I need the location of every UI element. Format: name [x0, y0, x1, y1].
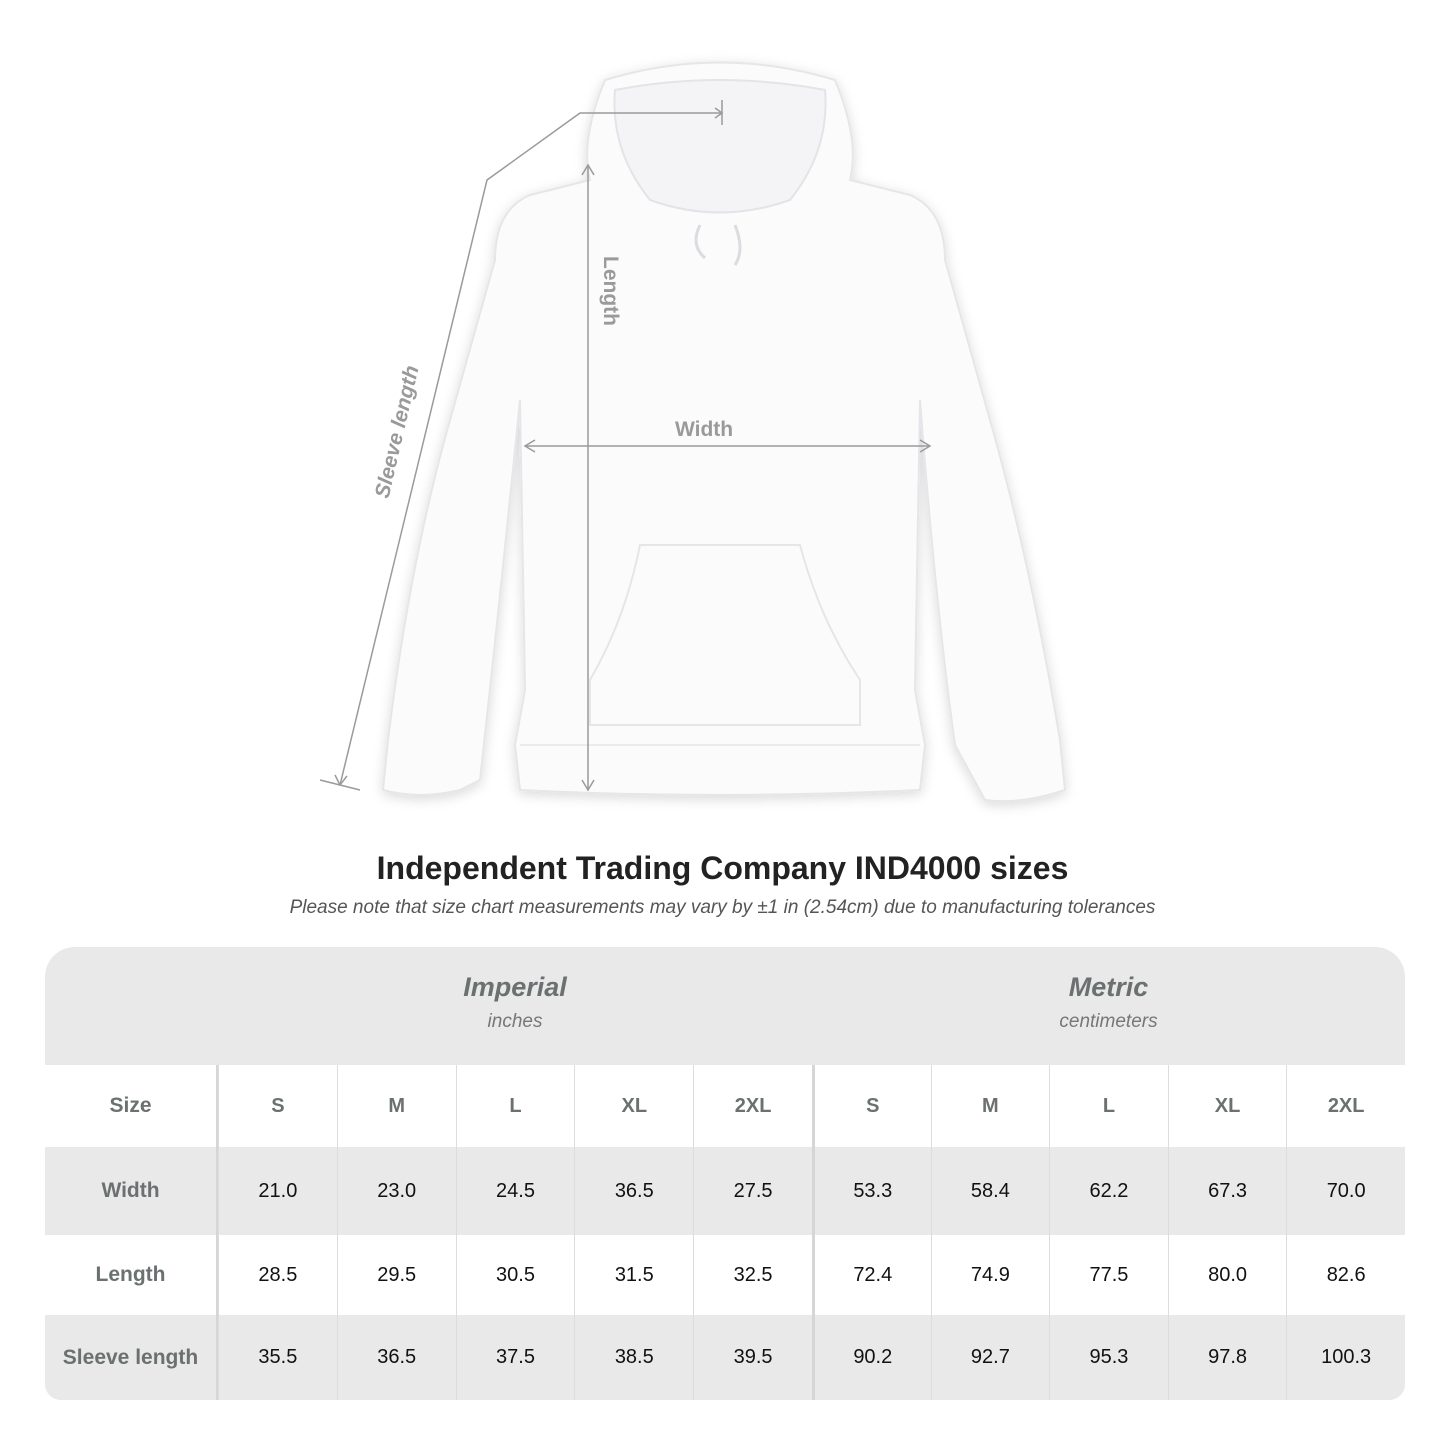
- size-label: Size: [45, 1065, 218, 1147]
- arrow-icon: [581, 163, 595, 792]
- measurement-lines: [319, 100, 932, 792]
- value-cell: 27.5: [693, 1147, 812, 1235]
- size-cell: XL: [1167, 1065, 1287, 1147]
- size-cell: S: [218, 1065, 337, 1147]
- value-cell: 62.2: [1049, 1147, 1168, 1235]
- imperial-unit: inches: [487, 1011, 543, 1032]
- value-cell: 67.3: [1167, 1147, 1287, 1235]
- imperial-title: Imperial: [463, 972, 567, 1002]
- value-cell: 21.0: [218, 1147, 337, 1235]
- value-cell: 35.5: [218, 1315, 337, 1400]
- size-cell: 2XL: [1286, 1065, 1405, 1147]
- sleeve-length-line: [339, 112, 722, 786]
- metric-header: Metric centimeters: [812, 947, 1405, 1065]
- value-cell: 32.5: [693, 1235, 812, 1315]
- value-cell: 24.5: [455, 1147, 575, 1235]
- value-cell: 53.3: [811, 1147, 931, 1235]
- value-cell: 28.5: [218, 1235, 337, 1315]
- hoodie-illustration: [319, 61, 1067, 803]
- row-label: Length: [45, 1235, 218, 1315]
- value-cell: 70.0: [1286, 1147, 1405, 1235]
- size-cell: S: [811, 1065, 931, 1147]
- value-cell: 38.5: [574, 1315, 693, 1400]
- size-header-row: Size S M L XL 2XL S M L XL 2XL: [45, 1065, 1405, 1147]
- value-cell: 92.7: [930, 1315, 1050, 1400]
- size-cell: M: [336, 1065, 456, 1147]
- size-cell: M: [930, 1065, 1050, 1147]
- value-cell: 23.0: [336, 1147, 456, 1235]
- value-cell: 36.5: [336, 1315, 456, 1400]
- arrow-icon: [334, 774, 348, 787]
- table-row-sleeve-length: Sleeve length 35.5 36.5 37.5 38.5 39.5 9…: [45, 1315, 1405, 1400]
- value-cell: 95.3: [1049, 1315, 1168, 1400]
- page-subtitle: Please note that size chart measurements…: [289, 897, 1156, 918]
- value-cell: 58.4: [930, 1147, 1050, 1235]
- size-cell: L: [1049, 1065, 1168, 1147]
- size-cell: XL: [574, 1065, 693, 1147]
- table-row-length: Length 28.5 29.5 30.5 31.5 32.5 72.4 74.…: [45, 1235, 1405, 1315]
- metric-title: Metric: [1068, 972, 1149, 1002]
- table-row-width: Width 21.0 23.0 24.5 36.5 27.5 53.3 58.4…: [45, 1147, 1405, 1235]
- value-cell: 30.5: [455, 1235, 575, 1315]
- value-cell: 77.5: [1049, 1235, 1168, 1315]
- length-label: Length: [599, 256, 622, 326]
- value-cell: 37.5: [455, 1315, 575, 1400]
- value-cell: 82.6: [1286, 1235, 1405, 1315]
- size-cell: 2XL: [693, 1065, 812, 1147]
- value-cell: 36.5: [574, 1147, 693, 1235]
- row-label: Sleeve length: [45, 1315, 218, 1400]
- metric-unit: centimeters: [1059, 1011, 1158, 1032]
- size-table: Imperial inches Metric centimeters Size …: [45, 947, 1405, 1400]
- size-cell: L: [455, 1065, 575, 1147]
- width-label: Width: [675, 418, 734, 441]
- value-cell: 39.5: [693, 1315, 812, 1400]
- arrow-icon: [714, 107, 724, 119]
- value-cell: 72.4: [811, 1235, 931, 1315]
- row-label: Width: [45, 1147, 218, 1235]
- page-title: Independent Trading Company IND4000 size…: [376, 850, 1069, 886]
- arrow-icon: [523, 439, 932, 453]
- imperial-header: Imperial inches: [218, 947, 812, 1065]
- value-cell: 90.2: [811, 1315, 931, 1400]
- value-cell: 97.8: [1167, 1315, 1287, 1400]
- value-cell: 80.0: [1167, 1235, 1287, 1315]
- value-cell: 31.5: [574, 1235, 693, 1315]
- value-cell: 74.9: [930, 1235, 1050, 1315]
- value-cell: 100.3: [1286, 1315, 1405, 1400]
- value-cell: 29.5: [336, 1235, 456, 1315]
